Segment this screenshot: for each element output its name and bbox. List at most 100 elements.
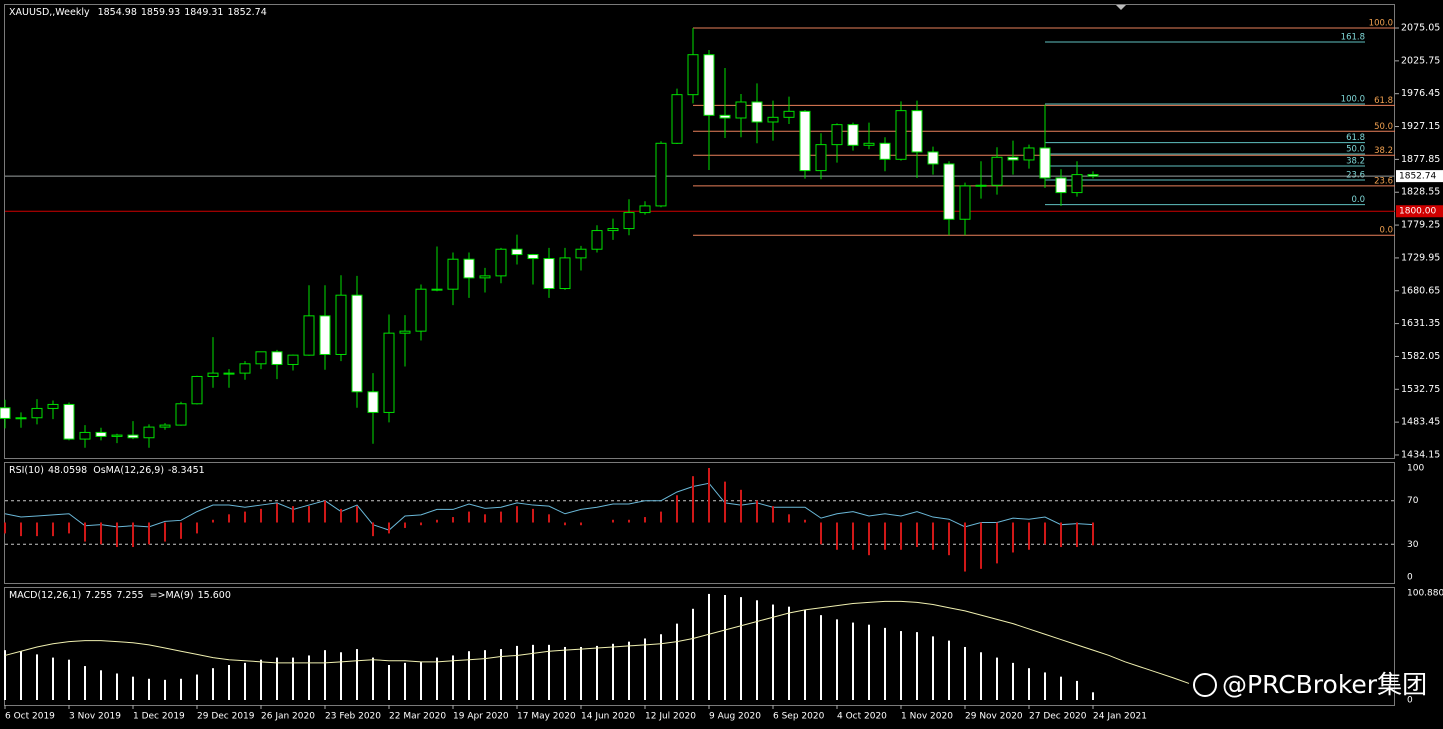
candle-body: [607, 228, 619, 232]
series-line: [4, 482, 1094, 531]
candle-body: [479, 275, 491, 279]
candle-body: [847, 124, 859, 146]
candle-body: [735, 101, 747, 119]
y-tick-label: 2075.05: [1401, 23, 1440, 34]
candle-body: [79, 431, 91, 440]
fib-label: 61.8: [1346, 133, 1365, 143]
candle-body: [927, 151, 939, 165]
y-tick-label: 1927.15: [1401, 121, 1440, 132]
candle-body: [175, 403, 187, 426]
y-tick-label: 100: [1407, 464, 1424, 474]
open-readout: 1854.98: [98, 7, 137, 18]
fib-label: 161.8: [1341, 33, 1365, 43]
x-tick-label: 29 Nov 2020: [965, 712, 1023, 722]
x-tick-label: 3 Nov 2019: [69, 712, 121, 722]
candle-body: [1055, 177, 1067, 194]
rsi-name: RSI(10): [9, 465, 44, 476]
y-tick-label: 1729.95: [1401, 252, 1440, 263]
x-tick-label: 1 Dec 2019: [133, 712, 185, 722]
x-tick-label: 17 May 2020: [517, 712, 576, 722]
candle-body: [383, 332, 395, 413]
y-tick-label: 1680.65: [1401, 285, 1440, 296]
y-tick-label: 0: [1407, 696, 1413, 706]
candle-body: [1007, 156, 1019, 161]
candle-body: [303, 315, 315, 356]
candle-body: [191, 375, 203, 405]
candle-body: [1023, 147, 1035, 161]
candle-body: [143, 426, 155, 439]
candle-body: [543, 258, 555, 290]
candle-body: [495, 248, 507, 277]
fib-label: 38.2: [1374, 146, 1393, 156]
y-tick-label: 1828.55: [1401, 187, 1440, 198]
high-readout: 1859.93: [141, 7, 180, 18]
fib-label: 23.6: [1374, 176, 1393, 186]
candle-body: [1087, 174, 1099, 177]
x-tick-label: 4 Oct 2020: [837, 712, 887, 722]
symbol: XAUUSD,,Weekly: [9, 7, 90, 18]
candle-body: [591, 230, 603, 250]
watermark-group: @PRCBroker集团: [1193, 670, 1427, 699]
fib-label: 100.0: [1341, 94, 1365, 104]
candle-body: [351, 294, 363, 393]
y-tick-label: 100.880: [1407, 589, 1443, 599]
candle-body: [719, 114, 731, 119]
candle-body: [879, 142, 891, 160]
y-tick-label: 1976.45: [1401, 88, 1440, 99]
series-line: [4, 600, 1190, 684]
macd-readout: 7.255: [85, 590, 112, 601]
watermark: @PRCBroker集团: [1222, 670, 1427, 699]
candle-body: [703, 54, 715, 116]
candle-body: [527, 254, 539, 260]
candle-body: [799, 110, 811, 172]
x-tick-label: 12 Jul 2020: [645, 712, 696, 722]
candle-body: [239, 363, 251, 374]
price-label-box: [1396, 170, 1443, 183]
candle-body: [463, 258, 475, 279]
price-header: XAUUSD,,Weekly 1854.98 1859.93 1849.31 1852.…: [9, 7, 267, 18]
watermark-icon: [1193, 673, 1217, 697]
candle-body: [975, 184, 987, 187]
fib-label: 50.0: [1346, 144, 1365, 154]
candle-body: [687, 54, 699, 96]
y-tick-label: 1582.05: [1401, 351, 1440, 362]
candle-body: [127, 434, 139, 439]
x-tick-label: 27 Dec 2020: [1029, 712, 1087, 722]
candle-body: [943, 163, 955, 220]
candle-body: [415, 288, 427, 332]
candle-body: [367, 391, 379, 413]
macd-readout-2: 7.255: [116, 590, 143, 601]
fib-label: 0.0: [1351, 195, 1365, 205]
candle-body: [95, 431, 107, 437]
candle-body: [399, 330, 411, 334]
rsi-readout: 48.0598: [48, 465, 87, 476]
macd-pane: [4, 587, 1395, 706]
x-tick-label: 14 Jun 2020: [581, 712, 635, 722]
scroll-marker: [1116, 5, 1126, 10]
x-tick-label: 1 Nov 2020: [901, 712, 953, 722]
candle-body: [319, 315, 331, 355]
candle-body: [223, 372, 235, 375]
candle-body: [575, 248, 587, 259]
candle-body: [255, 351, 267, 365]
x-tick-label: 24 Jan 2021: [1093, 712, 1147, 722]
candle-body: [431, 288, 443, 291]
candle-body: [1039, 147, 1051, 179]
candle-body: [31, 407, 43, 419]
level-label-box: [1396, 205, 1443, 218]
candle-body: [1071, 174, 1083, 194]
y-tick-label: 2025.75: [1401, 55, 1440, 66]
signal-name: =>MA(9): [150, 590, 194, 601]
candle-body: [751, 101, 763, 123]
x-tick-label: 29 Dec 2019: [197, 712, 255, 722]
candle-body: [47, 403, 59, 409]
y-tick-label: 1532.75: [1401, 384, 1440, 395]
y-tick-label: 1434.15: [1401, 449, 1440, 460]
fib-label: 100.0: [1369, 19, 1393, 29]
price-pane: [4, 4, 1395, 459]
fib-label: 50.0: [1374, 122, 1393, 132]
x-tick-label: 26 Jan 2020: [261, 712, 315, 722]
close-readout: 1852.74: [227, 7, 266, 18]
candle-body: [783, 110, 795, 118]
